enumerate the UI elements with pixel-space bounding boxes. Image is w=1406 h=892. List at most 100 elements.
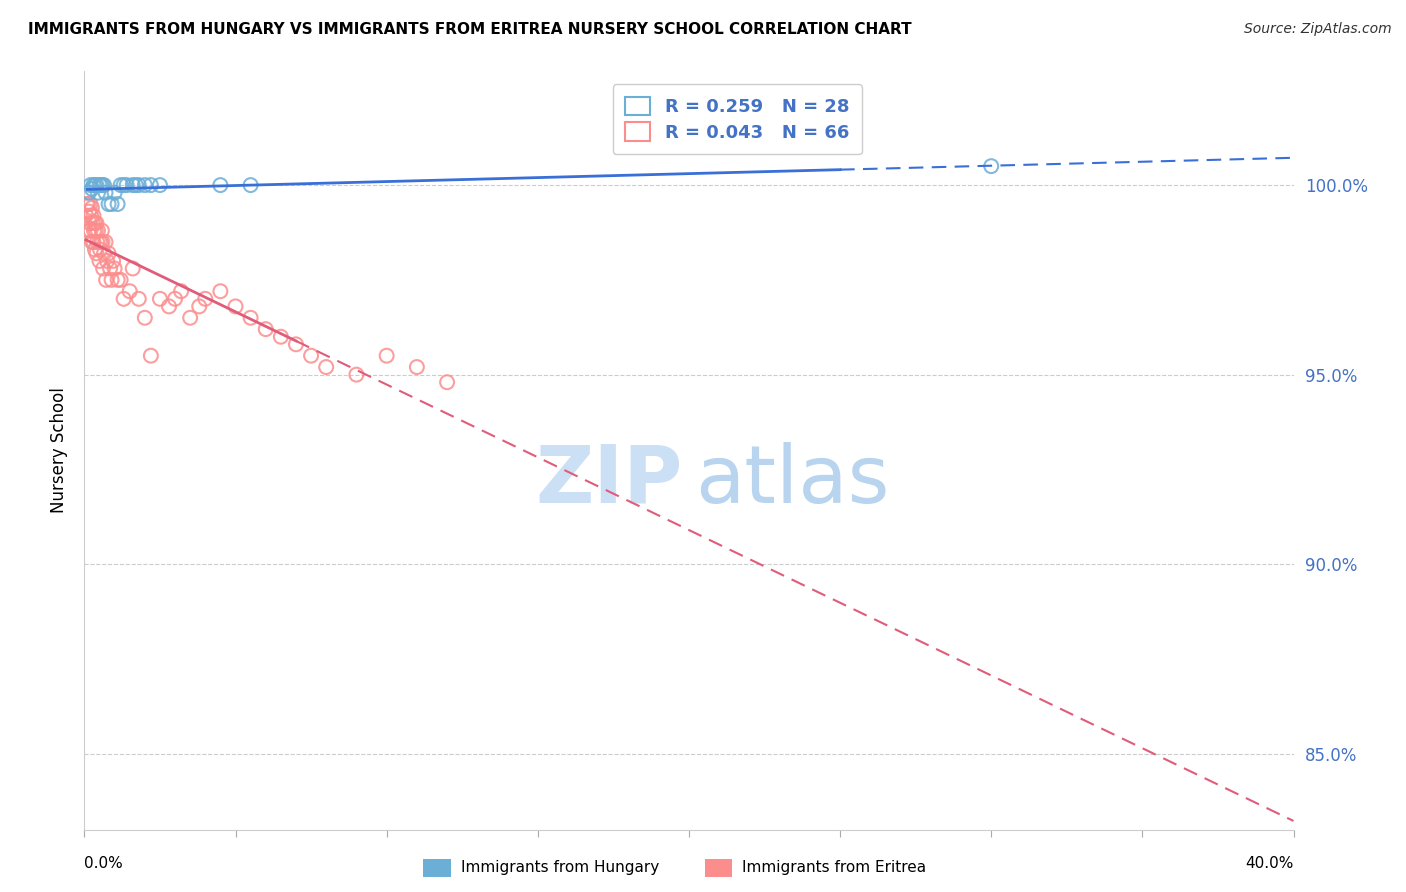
Point xyxy=(406,359,429,375)
Point xyxy=(84,224,107,238)
Point xyxy=(84,243,107,257)
Point xyxy=(84,178,107,193)
Point xyxy=(346,368,368,382)
Point xyxy=(77,204,100,219)
Point xyxy=(134,178,156,193)
Point xyxy=(104,186,127,200)
Point xyxy=(82,209,104,223)
Point xyxy=(76,186,98,200)
Point xyxy=(209,178,232,193)
Point xyxy=(90,178,112,193)
Point xyxy=(77,186,100,200)
Point xyxy=(121,178,143,193)
Point xyxy=(107,197,129,211)
Point xyxy=(93,178,115,193)
Point xyxy=(285,337,308,351)
Point xyxy=(94,186,117,200)
Legend: R = 0.259   N = 28, R = 0.043   N = 66: R = 0.259 N = 28, R = 0.043 N = 66 xyxy=(613,84,862,154)
Point xyxy=(436,376,458,390)
Point xyxy=(83,224,105,238)
Point xyxy=(107,273,129,287)
Point xyxy=(165,292,187,306)
Point xyxy=(84,216,107,230)
Point xyxy=(128,292,150,306)
Point xyxy=(89,243,111,257)
Point xyxy=(93,246,115,260)
Point xyxy=(188,300,211,314)
Point xyxy=(375,349,398,363)
Point xyxy=(101,254,124,268)
Text: Immigrants from Eritrea: Immigrants from Eritrea xyxy=(742,861,927,875)
Point xyxy=(209,285,232,299)
Point xyxy=(96,254,118,268)
Point xyxy=(110,178,132,193)
Point xyxy=(82,235,104,249)
Point xyxy=(77,197,100,211)
Point xyxy=(91,235,114,249)
Point xyxy=(79,216,101,230)
Text: Immigrants from Hungary: Immigrants from Hungary xyxy=(461,861,659,875)
Point xyxy=(90,235,112,249)
Text: 0.0%: 0.0% xyxy=(84,856,124,871)
Point xyxy=(254,322,277,336)
Point xyxy=(79,224,101,238)
Point xyxy=(87,224,110,238)
Point xyxy=(94,235,117,249)
Point xyxy=(94,273,117,287)
Point xyxy=(80,209,103,223)
Point xyxy=(299,349,322,363)
Point xyxy=(157,300,180,314)
Point xyxy=(97,197,120,211)
Point xyxy=(97,246,120,260)
Point xyxy=(128,178,150,193)
Point xyxy=(77,224,100,238)
Point xyxy=(115,178,138,193)
Point xyxy=(89,235,111,249)
Point xyxy=(91,261,114,276)
Point xyxy=(86,246,108,260)
Point xyxy=(315,359,337,375)
Text: atlas: atlas xyxy=(695,442,890,520)
Point xyxy=(100,273,122,287)
Point xyxy=(100,197,122,211)
Point xyxy=(225,300,247,314)
Point xyxy=(980,159,1002,173)
Point xyxy=(89,254,111,268)
Point xyxy=(79,178,101,193)
Point xyxy=(80,235,103,249)
Point xyxy=(89,178,111,193)
Point xyxy=(110,273,132,287)
Point xyxy=(112,178,135,193)
Text: IMMIGRANTS FROM HUNGARY VS IMMIGRANTS FROM ERITREA NURSERY SCHOOL CORRELATION CH: IMMIGRANTS FROM HUNGARY VS IMMIGRANTS FR… xyxy=(28,22,911,37)
Point xyxy=(98,261,121,276)
Point xyxy=(86,235,108,249)
Point xyxy=(79,197,101,211)
Point xyxy=(76,197,98,211)
Point xyxy=(121,261,143,276)
Point xyxy=(134,310,156,325)
Point xyxy=(270,330,292,344)
Point xyxy=(86,178,108,193)
Point xyxy=(82,178,104,193)
Point xyxy=(194,292,217,306)
Point xyxy=(75,209,97,223)
Point xyxy=(149,292,172,306)
Text: 40.0%: 40.0% xyxy=(1246,856,1294,871)
Point xyxy=(179,310,201,325)
Point xyxy=(112,292,135,306)
Point xyxy=(149,178,172,193)
Point xyxy=(80,201,103,215)
Point xyxy=(91,178,114,193)
Text: ZIP: ZIP xyxy=(536,442,683,520)
Point xyxy=(90,224,112,238)
Point xyxy=(139,349,162,363)
Point xyxy=(82,216,104,230)
Point xyxy=(170,285,193,299)
Point xyxy=(87,186,110,200)
Point xyxy=(239,178,262,193)
Point xyxy=(86,216,108,230)
Text: Source: ZipAtlas.com: Source: ZipAtlas.com xyxy=(1244,22,1392,37)
Point xyxy=(239,310,262,325)
Y-axis label: Nursery School: Nursery School xyxy=(51,387,69,514)
Point xyxy=(139,178,162,193)
